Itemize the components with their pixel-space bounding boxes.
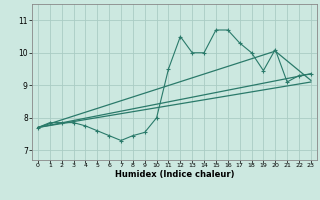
X-axis label: Humidex (Indice chaleur): Humidex (Indice chaleur) (115, 170, 234, 179)
